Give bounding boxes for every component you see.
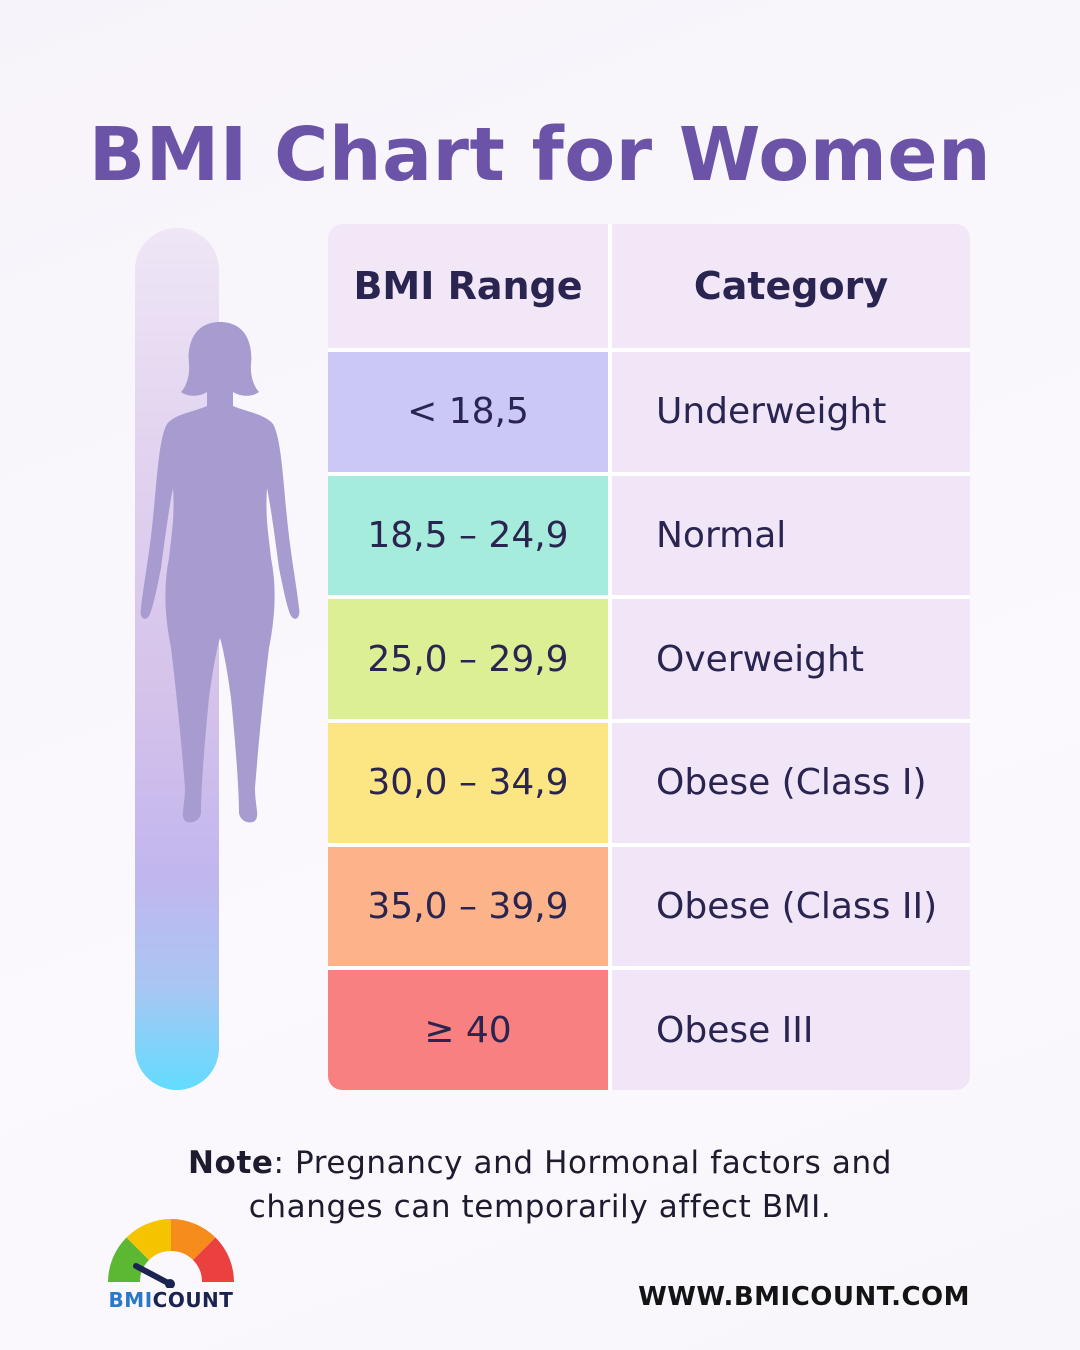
note-text: Note: Pregnancy and Hormonal factors and… bbox=[120, 1141, 960, 1229]
website-url[interactable]: WWW.BMICOUNT.COM bbox=[638, 1282, 970, 1312]
logo-wordmark: BMICOUNT bbox=[108, 1288, 234, 1312]
range-cell: ≥ 40 bbox=[328, 970, 608, 1090]
category-cell: Underweight bbox=[612, 352, 970, 472]
range-cell: 25,0 – 29,9 bbox=[328, 599, 608, 719]
note-label: Note bbox=[188, 1145, 274, 1181]
woman-silhouette-icon bbox=[140, 322, 300, 823]
bmicount-logo: BMICOUNT bbox=[106, 1218, 236, 1314]
range-cell: 18,5 – 24,9 bbox=[328, 475, 608, 596]
header-category: Category bbox=[612, 224, 970, 348]
range-cell: 30,0 – 34,9 bbox=[328, 722, 608, 843]
gauge-icon bbox=[108, 1219, 234, 1288]
category-cell: Obese (Class II) bbox=[612, 846, 970, 967]
bmi-table: BMI Range Category < 18,5 Underweight 18… bbox=[328, 224, 970, 1090]
header-bmi-range: BMI Range bbox=[328, 224, 608, 348]
category-cell: Overweight bbox=[612, 599, 970, 719]
category-cell: Normal bbox=[612, 475, 970, 596]
category-cell: Obese III bbox=[612, 970, 970, 1090]
range-cell: < 18,5 bbox=[328, 352, 608, 472]
category-cell: Obese (Class I) bbox=[612, 722, 970, 843]
note-body: : Pregnancy and Hormonal factors and cha… bbox=[248, 1145, 892, 1225]
range-cell: 35,0 – 39,9 bbox=[328, 846, 608, 967]
page-title: BMI Chart for Women bbox=[88, 112, 992, 198]
